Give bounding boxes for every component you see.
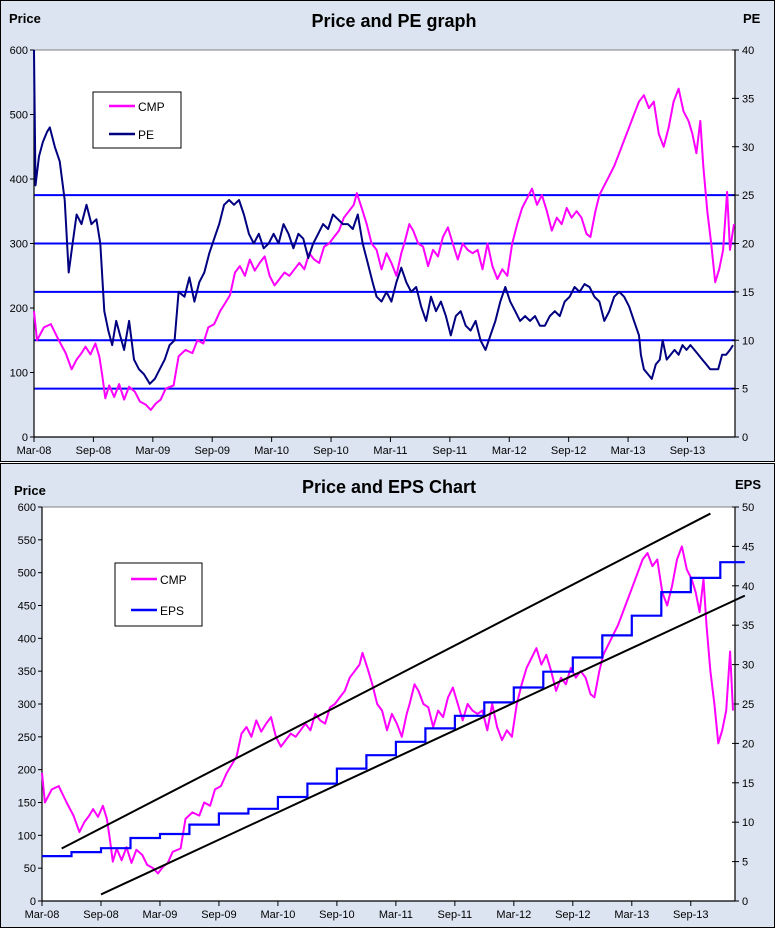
legend-cmp-label: CMP [138, 100, 165, 114]
x-tick-label: Mar-10 [260, 909, 295, 921]
y2-tick-label: 15 [742, 778, 754, 790]
y2-tick-label: 5 [742, 857, 748, 869]
price-eps-chart: Price and EPS Chart Price EPS 0501001502… [14, 477, 761, 921]
y2-tick-label: 45 [742, 541, 754, 553]
cmp-line [33, 87, 735, 411]
y2-tick-label: 25 [742, 699, 754, 711]
x-tick-label: Sep-11 [438, 909, 473, 921]
price-pe-chart-panel: Price and PE graph Price PE 0 100 200 300 40… [0, 0, 775, 462]
legend-eps-label: EPS [160, 604, 184, 618]
y-tick-label: 450 [18, 601, 36, 613]
x-tick-label: Mar-13 [611, 445, 646, 457]
cmp-line [41, 545, 734, 875]
x-tick-label: Sep-08 [76, 445, 111, 457]
left-axis-label: Price [14, 483, 46, 498]
left-axis-label: Price [9, 11, 41, 26]
x-tick-label: Sep-09 [201, 909, 236, 921]
y2-tick-label: 25 [742, 190, 754, 202]
y-tick-label: 200 [10, 303, 28, 315]
x-tick-label: Mar-12 [492, 445, 527, 457]
x-tick-label: Mar-11 [379, 909, 413, 921]
trend-lines [61, 512, 746, 896]
axes: 0 50 100 150 200 250 300 350 400 450 500 550 600 0 5 10… [18, 502, 755, 921]
x-tick-label: Mar-12 [496, 909, 531, 921]
x-tick-label: Mar-10 [254, 445, 289, 457]
y-tick-label: 0 [22, 432, 28, 444]
lower-channel-line [100, 594, 746, 896]
y2-tick-label: 30 [742, 660, 754, 672]
x-tick-label: Sep-13 [670, 445, 705, 457]
legend-cmp-label: CMP [160, 573, 187, 587]
x-tick-label: Sep-09 [194, 445, 229, 457]
x-tick-label: Sep-11 [433, 445, 468, 457]
right-axis-label: PE [743, 11, 761, 26]
legend-pe-label: PE [138, 128, 154, 142]
x-tick-label: Sep-12 [555, 909, 590, 921]
y-tick-label: 0 [30, 896, 36, 908]
y-tick-label: 150 [18, 798, 36, 810]
legend: CMP PE [92, 91, 182, 149]
x-tick-label: Mar-11 [373, 445, 407, 457]
x-tick-label: Mar-08 [17, 445, 52, 457]
chart-title: Price and PE graph [311, 11, 476, 31]
reference-lines [34, 194, 735, 390]
y-tick-label: 600 [10, 45, 28, 57]
y2-tick-label: 0 [742, 896, 748, 908]
y-tick-label: 500 [10, 110, 28, 122]
x-tick-label: Sep-12 [551, 445, 586, 457]
y-tick-label: 350 [18, 666, 36, 678]
y2-tick-label: 30 [742, 142, 754, 154]
y-tick-label: 100 [18, 830, 36, 842]
axes: 0 100 200 300 400 500 600 0 5 10 15 20 25 30 35 40 Mar-0… [10, 45, 755, 457]
y2-tick-label: 15 [742, 287, 754, 299]
y2-tick-label: 35 [742, 93, 754, 105]
y-tick-label: 200 [18, 765, 36, 777]
x-tick-label: Sep-13 [673, 909, 708, 921]
y-tick-label: 600 [18, 502, 36, 514]
y2-tick-label: 10 [742, 335, 754, 347]
y2-tick-label: 20 [742, 239, 754, 251]
y-tick-label: 550 [18, 535, 36, 547]
legend: CMP EPS [114, 562, 203, 627]
y-tick-label: 50 [24, 863, 36, 875]
y-tick-label: 300 [10, 239, 28, 251]
y-tick-label: 500 [18, 568, 36, 580]
x-tick-label: Sep-10 [319, 909, 354, 921]
x-tick-label: Mar-09 [135, 445, 170, 457]
series [33, 49, 735, 411]
y-tick-label: 400 [18, 633, 36, 645]
series [41, 545, 745, 875]
y2-tick-label: 5 [742, 384, 748, 396]
pe-line [33, 49, 734, 385]
y-tick-label: 300 [18, 699, 36, 711]
price-pe-chart: Price and PE graph Price PE 010020030040… [9, 11, 761, 457]
upper-channel-line [61, 512, 711, 850]
y2-tick-label: 50 [742, 502, 754, 514]
x-tick-label: Mar-09 [143, 909, 178, 921]
right-axis-label: EPS [735, 477, 761, 492]
x-tick-label: Mar-08 [25, 909, 60, 921]
y2-tick-label: 10 [742, 817, 754, 829]
x-tick-label: Sep-10 [313, 445, 348, 457]
y-tick-label: 100 [10, 368, 28, 380]
price-eps-chart-panel: Price and EPS Chart Price EPS 0 50 100 150 2… [0, 463, 775, 928]
eps-line [42, 561, 745, 858]
x-tick-label: Sep-08 [83, 909, 118, 921]
y2-tick-label: 35 [742, 620, 754, 632]
chart-title: Price and EPS Chart [302, 477, 476, 497]
y2-tick-label: 40 [742, 581, 754, 593]
y2-tick-label: 0 [742, 432, 748, 444]
y-tick-label: 250 [18, 732, 36, 744]
y-tick-label: 400 [10, 174, 28, 186]
y2-tick-label: 40 [742, 45, 754, 57]
x-tick-label: Mar-13 [614, 909, 649, 921]
y2-tick-label: 20 [742, 738, 754, 750]
